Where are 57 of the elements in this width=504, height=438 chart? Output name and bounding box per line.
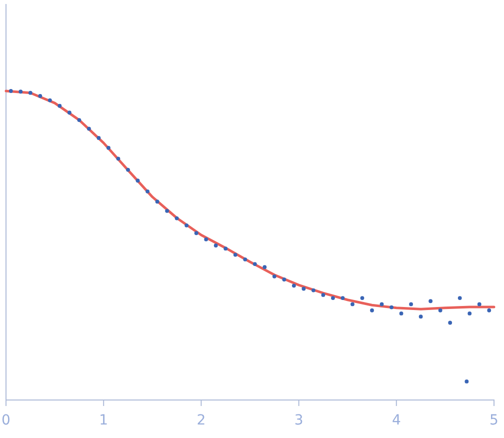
point xyxy=(96,136,101,140)
point xyxy=(252,262,257,266)
point xyxy=(380,302,384,306)
point xyxy=(477,302,482,306)
point xyxy=(77,118,82,122)
point xyxy=(311,288,316,292)
point xyxy=(399,312,404,316)
point xyxy=(18,90,23,94)
point xyxy=(272,274,276,278)
point xyxy=(146,189,150,194)
point xyxy=(487,308,492,312)
point xyxy=(340,296,345,300)
x-tick-label: 4 xyxy=(392,412,401,428)
point xyxy=(448,320,452,325)
x-tick-label: 5 xyxy=(490,412,498,428)
point xyxy=(224,246,228,251)
point xyxy=(360,296,364,300)
point xyxy=(116,156,120,161)
point xyxy=(136,178,140,183)
point xyxy=(87,126,91,131)
point xyxy=(464,380,469,384)
point xyxy=(409,302,413,306)
point xyxy=(282,278,286,282)
point xyxy=(174,216,179,220)
point xyxy=(331,296,335,300)
point xyxy=(184,223,189,228)
point xyxy=(126,168,130,172)
point xyxy=(38,94,42,98)
point xyxy=(165,208,169,213)
x-tick-label: 3 xyxy=(294,412,304,428)
point xyxy=(194,231,198,236)
point xyxy=(292,284,296,288)
point xyxy=(468,312,472,316)
point xyxy=(28,90,32,95)
point xyxy=(418,314,423,319)
point xyxy=(370,308,374,312)
point xyxy=(390,305,394,310)
point xyxy=(262,265,267,270)
point xyxy=(350,302,354,306)
point xyxy=(204,237,208,242)
point xyxy=(243,257,248,262)
point xyxy=(214,244,218,248)
x-tick-label: 2 xyxy=(196,412,206,428)
point xyxy=(155,200,160,204)
point xyxy=(8,89,13,93)
point xyxy=(438,308,442,312)
point xyxy=(67,110,72,115)
point xyxy=(233,252,238,257)
point xyxy=(302,286,306,291)
x-tick-label: 0 xyxy=(2,412,10,428)
point xyxy=(106,146,110,150)
point xyxy=(48,98,52,102)
x-tick-label: 1 xyxy=(99,412,108,428)
point xyxy=(458,296,462,300)
point xyxy=(428,299,433,304)
point xyxy=(58,104,62,108)
point xyxy=(321,292,326,297)
